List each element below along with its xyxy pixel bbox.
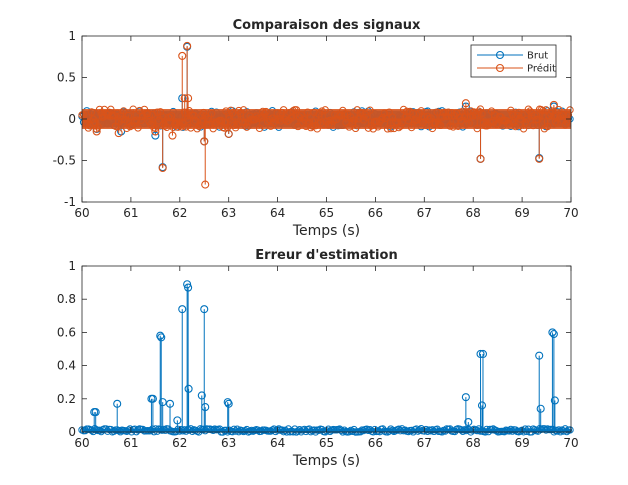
x-tick-label: 66 xyxy=(368,206,383,220)
x-tick-label: 65 xyxy=(319,206,334,220)
stem-marker xyxy=(201,403,210,412)
y-tick-label: 0.8 xyxy=(57,292,76,306)
stem-marker xyxy=(114,129,123,138)
stem-marker xyxy=(461,393,470,402)
stem-marker xyxy=(157,333,166,342)
chart-1: 60 61 62 63 64 65 66 67 68 69 70 -1 -0.5 0 0.5 1 Compara… xyxy=(53,18,579,239)
stem-marker xyxy=(92,127,101,136)
stem-marker xyxy=(476,154,485,163)
stem-marker xyxy=(478,349,488,359)
stem-marker xyxy=(178,51,187,60)
stem-marker xyxy=(200,137,209,146)
stem-marker xyxy=(201,180,210,189)
x-tick-label: 69 xyxy=(514,206,529,220)
x-tick-label: 65 xyxy=(319,436,334,450)
x-tick-label: 63 xyxy=(221,206,236,220)
stem-marker xyxy=(550,396,559,405)
stem-marker xyxy=(183,280,192,289)
legend-box xyxy=(470,44,557,78)
y-tick-label: 0.2 xyxy=(57,392,76,406)
x-tick-label: 61 xyxy=(123,206,138,220)
stem-marker xyxy=(184,283,193,292)
x-tick-label: 62 xyxy=(172,206,187,220)
y-tick-label: 0 xyxy=(68,112,76,126)
x-tick-label: 68 xyxy=(466,436,481,450)
x-tick-label: 66 xyxy=(368,436,383,450)
plot-area xyxy=(82,266,571,432)
stem-marker xyxy=(549,100,558,109)
stem-marker xyxy=(158,163,167,173)
stem-marker xyxy=(464,417,473,427)
stem-marker xyxy=(184,94,193,103)
x-axis-label: Temps (s) xyxy=(292,223,360,239)
x-tick-label: 67 xyxy=(417,436,432,450)
series-prdit xyxy=(78,41,574,189)
stem-marker xyxy=(224,399,233,408)
stem-marker xyxy=(156,331,165,340)
x-tick-label: 61 xyxy=(123,436,138,450)
stem-marker xyxy=(168,131,177,140)
legend-entry: Brut xyxy=(527,51,548,62)
chart-2: 60 61 62 63 64 65 66 67 68 69 70 0 0.2 0.4 0.6 0.8 1 Erre… xyxy=(57,248,579,469)
y-tick-label: 0 xyxy=(68,425,76,439)
stem-marker xyxy=(183,41,192,51)
legend-marker xyxy=(495,50,505,60)
x-tick-label: 68 xyxy=(466,206,481,220)
x-tick-label: 70 xyxy=(563,436,578,450)
y-tick-label: -0.5 xyxy=(53,154,76,168)
x-tick-label: 62 xyxy=(172,436,187,450)
stem-marker xyxy=(178,305,187,314)
legend-marker xyxy=(495,63,505,73)
chart-title: Comparaison des signaux xyxy=(233,18,421,33)
y-tick-label: 0.6 xyxy=(57,325,76,339)
stem-marker xyxy=(476,349,485,359)
stem-marker xyxy=(173,416,182,425)
stem-marker xyxy=(184,384,193,393)
y-tick-label: -1 xyxy=(64,195,76,209)
x-tick-label: 64 xyxy=(270,436,285,450)
legend-entry: Prédit xyxy=(527,63,556,75)
x-tick-label: 60 xyxy=(74,436,89,450)
stem-marker xyxy=(158,398,167,407)
x-tick-label: 67 xyxy=(417,206,432,220)
stem-marker xyxy=(91,408,100,417)
y-tick-label: 1 xyxy=(68,259,76,273)
x-axis-label: Temps (s) xyxy=(292,453,360,469)
stem-marker xyxy=(535,154,544,163)
stem-marker xyxy=(548,328,557,337)
x-tick-label: 60 xyxy=(74,206,89,220)
y-tick-label: 0.4 xyxy=(57,359,76,373)
stem-marker xyxy=(549,330,558,339)
stem-marker xyxy=(536,404,545,413)
stem-marker xyxy=(224,129,233,138)
stem-marker xyxy=(461,99,470,108)
stem-marker xyxy=(165,399,175,408)
stem-marker xyxy=(535,351,544,360)
x-tick-label: 70 xyxy=(563,206,578,220)
stem-marker xyxy=(477,401,487,410)
stem-marker xyxy=(197,391,206,400)
y-tick-label: 1 xyxy=(68,29,76,43)
stem-marker xyxy=(113,399,122,408)
x-tick-label: 69 xyxy=(514,436,529,450)
stem-marker xyxy=(151,127,160,136)
chart-title: Erreur d'estimation xyxy=(255,248,397,263)
x-tick-label: 63 xyxy=(221,436,236,450)
stem-marker xyxy=(200,305,209,314)
stem-marker xyxy=(223,398,232,407)
stem-marker xyxy=(148,394,157,403)
y-tick-label: 0.5 xyxy=(57,71,76,85)
x-tick-label: 64 xyxy=(270,206,285,220)
